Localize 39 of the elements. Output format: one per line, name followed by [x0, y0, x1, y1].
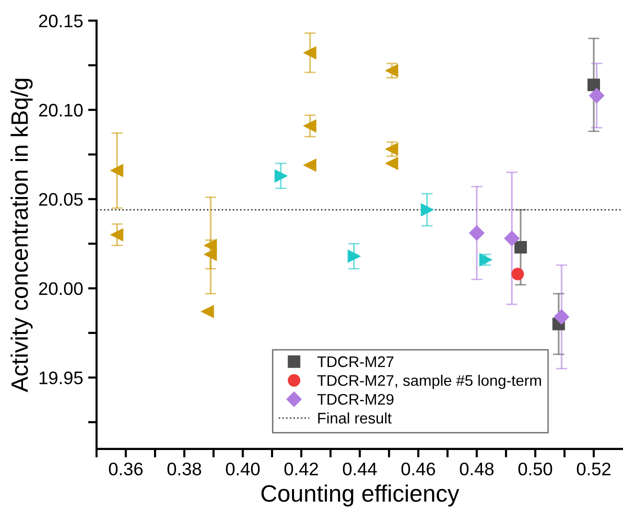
point: [304, 120, 316, 132]
x-tick-label: 0.44: [342, 462, 377, 476]
point: [469, 225, 484, 241]
y-axis-title: Activity concentration in kBq/g: [10, 78, 33, 392]
x-axis-title: Counting efficiency: [261, 484, 460, 507]
x-tick-label: 0.40: [226, 462, 260, 476]
y-tick-label: 20.10: [39, 104, 83, 117]
point: [554, 309, 570, 324]
point: [504, 230, 520, 246]
point: [511, 268, 524, 280]
point: [304, 158, 316, 172]
point: [201, 305, 214, 318]
legend-label: TDCR-M27, sample #5 long-term: [317, 374, 541, 389]
point: [588, 78, 600, 92]
point: [204, 248, 217, 261]
x-tick-label: 0.36: [108, 462, 143, 476]
legend-label: Final result: [318, 412, 392, 424]
x-tick-label: 0.46: [401, 462, 436, 476]
y-tick-label: 20.05: [39, 193, 83, 206]
x-tick-label: 0.42: [284, 462, 318, 476]
point: [386, 157, 398, 170]
point: [514, 241, 527, 254]
x-tick-label: 0.52: [576, 462, 610, 476]
point: [304, 46, 316, 60]
point: [110, 164, 124, 177]
point: [204, 239, 217, 252]
legend-label: TDCR-M27: [317, 356, 394, 368]
point: [348, 250, 360, 262]
x-tick-label: 0.38: [167, 462, 202, 476]
point: [420, 204, 434, 216]
point: [274, 170, 288, 182]
y-tick-label: 19.95: [40, 371, 83, 384]
y-tick-label: 20.00: [39, 282, 83, 296]
point: [110, 228, 124, 242]
y-tick-label: 20.15: [39, 14, 83, 28]
point: [589, 88, 604, 104]
legend-label: TDCR-M29: [317, 394, 394, 405]
x-tick-label: 0.50: [518, 462, 552, 476]
x-tick-label: 0.48: [460, 462, 494, 476]
